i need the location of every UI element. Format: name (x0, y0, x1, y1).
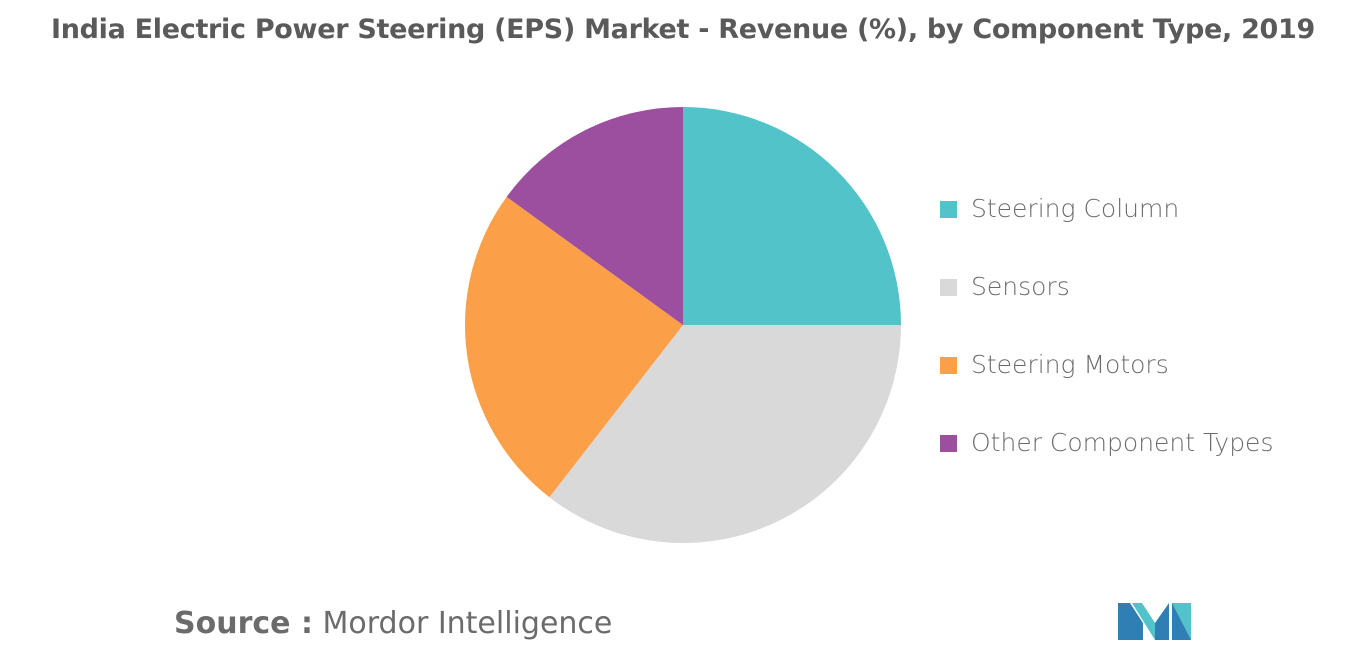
legend-label: Steering Motors (971, 350, 1169, 379)
legend: Steering Column Sensors Steering Motors Oth… (940, 190, 1273, 502)
legend-label: Sensors (971, 272, 1070, 301)
source-note: Source : Mordor Intelligence (174, 606, 612, 641)
legend-swatch (940, 201, 957, 218)
legend-item: Sensors (940, 268, 1273, 346)
pie-slice-steering-motors (464, 196, 683, 498)
pie-slice-sensors (549, 325, 901, 543)
legend-swatch (940, 279, 957, 296)
pie-chart (464, 106, 901, 543)
legend-item: Steering Motors (940, 346, 1273, 424)
mordor-intelligence-logo-icon (1118, 603, 1191, 640)
chart-title: India Electric Power Steering (EPS) Mark… (50, 14, 1316, 45)
legend-label: Steering Column (971, 194, 1180, 223)
pie-slice-steering-column (683, 107, 901, 325)
pie-slice-other-component-types (506, 106, 683, 325)
legend-label: Other Component Types (971, 428, 1274, 457)
source-key: Source : (174, 606, 313, 641)
legend-item: Steering Column (940, 190, 1273, 268)
legend-item: Other Component Types (940, 424, 1273, 502)
legend-swatch (940, 435, 957, 452)
source-value: Mordor Intelligence (322, 606, 613, 641)
legend-swatch (940, 357, 957, 374)
